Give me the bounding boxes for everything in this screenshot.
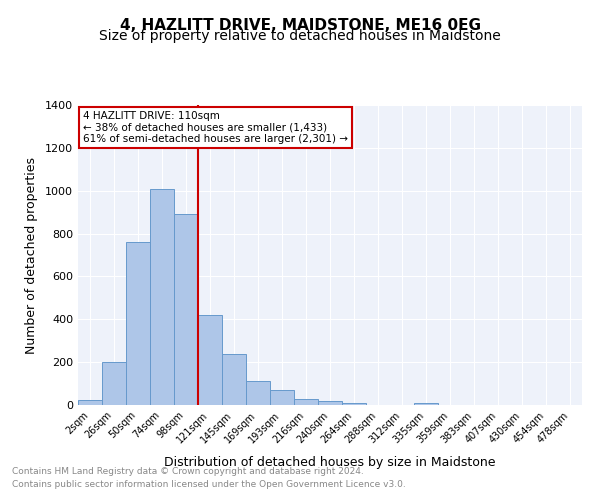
Text: 4 HAZLITT DRIVE: 110sqm
← 38% of detached houses are smaller (1,433)
61% of semi: 4 HAZLITT DRIVE: 110sqm ← 38% of detache…: [83, 111, 348, 144]
Bar: [102, 362, 126, 405]
Bar: [222, 354, 246, 405]
Bar: [318, 401, 342, 405]
Bar: [198, 315, 222, 405]
Text: Contains HM Land Registry data © Crown copyright and database right 2024.: Contains HM Land Registry data © Crown c…: [12, 467, 364, 476]
Text: Contains public sector information licensed under the Open Government Licence v3: Contains public sector information licen…: [12, 480, 406, 489]
Bar: [126, 242, 150, 405]
Bar: [414, 403, 438, 405]
Bar: [246, 381, 270, 405]
Bar: [78, 400, 102, 405]
Y-axis label: Number of detached properties: Number of detached properties: [25, 156, 38, 354]
Bar: [294, 399, 318, 405]
Bar: [174, 214, 198, 405]
Text: Size of property relative to detached houses in Maidstone: Size of property relative to detached ho…: [99, 29, 501, 43]
Bar: [270, 390, 294, 405]
Text: 4, HAZLITT DRIVE, MAIDSTONE, ME16 0EG: 4, HAZLITT DRIVE, MAIDSTONE, ME16 0EG: [119, 18, 481, 32]
Bar: [342, 404, 366, 405]
X-axis label: Distribution of detached houses by size in Maidstone: Distribution of detached houses by size …: [164, 456, 496, 469]
Bar: [150, 188, 174, 405]
